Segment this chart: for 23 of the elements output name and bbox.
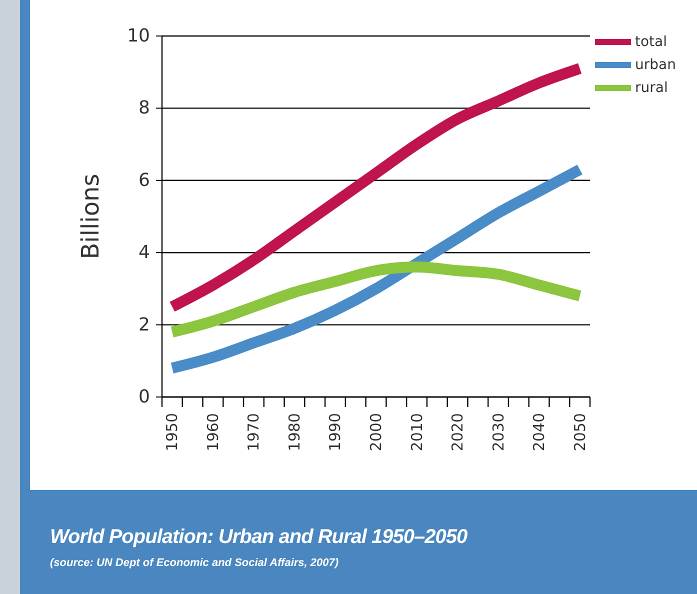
x-tick-label: 2030 — [489, 413, 508, 452]
x-tick-label: 1990 — [326, 413, 344, 452]
text: (source: UN Dept of Economic and Social Affairs, 2007) — [50, 557, 340, 569]
y-tick-label: 10 — [127, 26, 150, 46]
y-tick-label: 0 — [138, 386, 150, 408]
x-tick-label: 2050 — [570, 413, 589, 452]
x-tick-label: 2020 — [448, 413, 467, 452]
legend-label: total — [635, 34, 668, 50]
text: World Population: Urban and Rural 1950–2050 — [50, 526, 468, 549]
x-tick-label: 2000 — [367, 413, 385, 452]
x-tick-label: 1970 — [244, 413, 263, 452]
x-tick-label: 2010 — [408, 413, 426, 452]
y-tick-label: 4 — [138, 242, 150, 264]
y-tick-label: 6 — [138, 170, 150, 191]
y-tick-label: 2 — [138, 314, 150, 336]
legend-label: rural — [635, 80, 668, 96]
legend-label: urban — [635, 56, 676, 72]
x-tick-label: 1980 — [285, 413, 304, 452]
x-tick-label: 1960 — [204, 413, 222, 452]
x-tick-label: 2040 — [530, 413, 548, 452]
x-tick-label: 1950 — [163, 413, 182, 452]
y-tick-label: 8 — [138, 98, 150, 119]
y-axis-title: Billions — [76, 174, 105, 260]
